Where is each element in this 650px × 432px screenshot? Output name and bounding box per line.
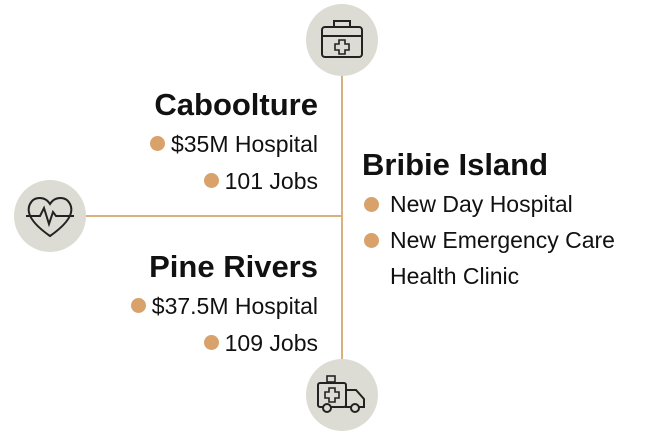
label: 109 Jobs [224, 330, 318, 356]
label: 101 Jobs [224, 168, 318, 194]
medical-kit-icon [306, 4, 378, 76]
heart-icon [14, 180, 86, 252]
label: $37.5M Hospital [151, 293, 318, 319]
region-item: $35M Hospital [149, 126, 318, 163]
region-item: 101 Jobs [150, 163, 318, 200]
ambulance-icon [306, 359, 378, 431]
region-item: New Emergency Care Health Clinic [362, 222, 640, 294]
region-item: New Day Hospital [362, 186, 640, 222]
region-name: Bribie Island [362, 147, 549, 182]
label: New Day Hospital [390, 191, 573, 217]
region-name: Pine Rivers [149, 249, 318, 284]
region-item: $37.5M Hospital [130, 288, 318, 325]
region-block: Bribie Island New Day Hospital New Emerg… [362, 146, 642, 294]
label: New Emergency Care Health Clinic [390, 227, 615, 289]
region-name: Caboolture [154, 87, 318, 122]
label: $35M Hospital [170, 131, 318, 157]
region-block: Caboolture $35M Hospital 101 Jobs [149, 86, 318, 200]
region-item: 109 Jobs [131, 325, 318, 362]
region-block: Pine Rivers $37.5M Hospital 109 Jobs [130, 248, 318, 362]
